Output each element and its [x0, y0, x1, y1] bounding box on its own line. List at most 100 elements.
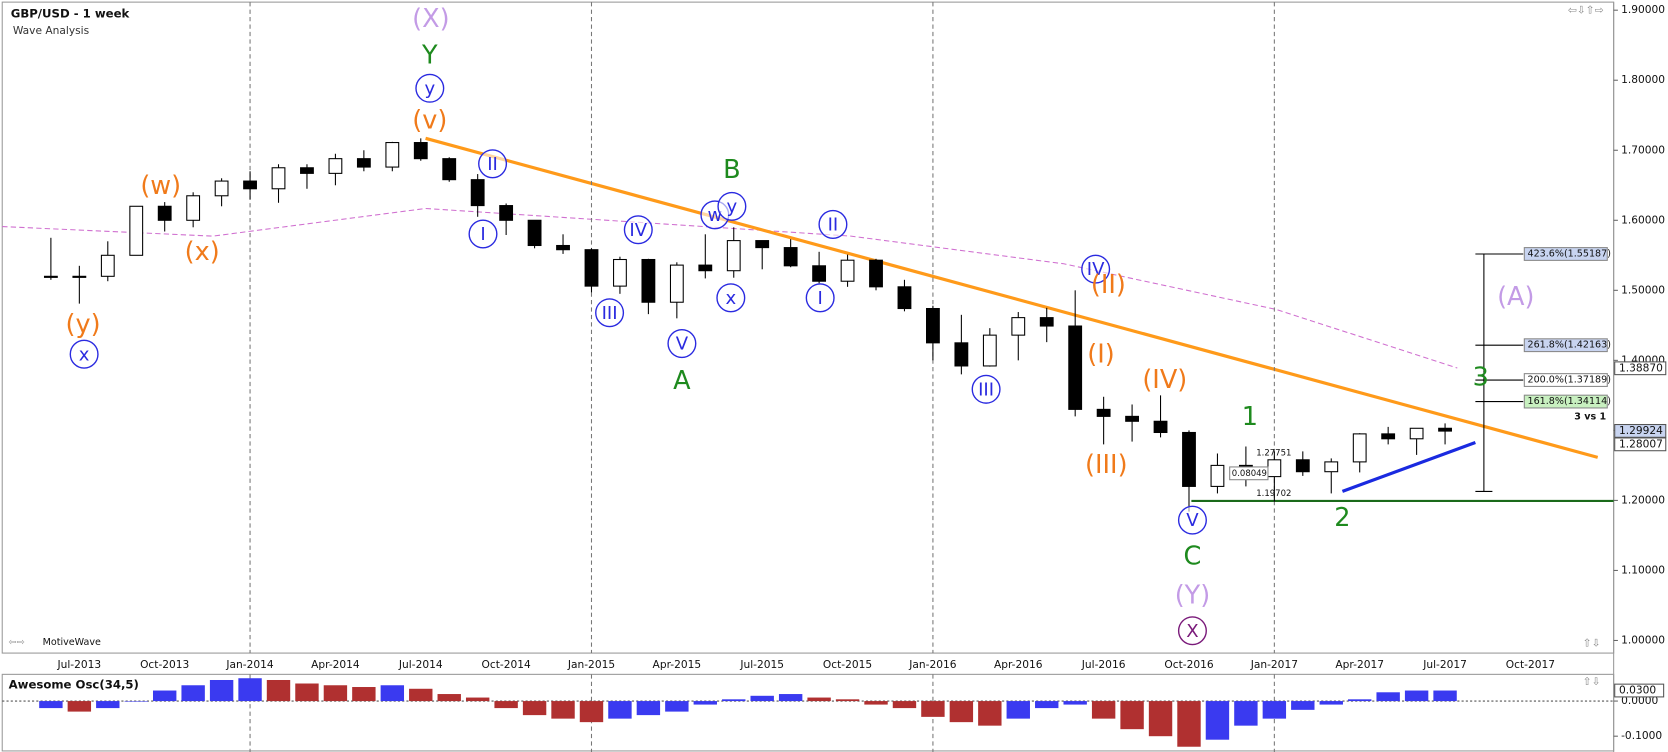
x-tick-label: Jul-2015 [739, 658, 784, 671]
candle-body [613, 258, 627, 287]
wave-label: I [480, 224, 485, 245]
wave-label: 1 [1242, 402, 1258, 432]
candle-body [869, 259, 883, 288]
oscillator-bar [494, 701, 518, 709]
wave-label: (w) [140, 171, 181, 201]
note: 0.08049 [1232, 469, 1267, 479]
oscillator-bar [409, 688, 433, 702]
candle-body [1125, 415, 1140, 422]
oscillator-bar [636, 701, 661, 716]
oscillator-bar [807, 697, 831, 702]
oscillator-bar [1148, 701, 1173, 737]
oscillator-bar [1177, 701, 1201, 747]
candle-body [470, 179, 485, 207]
x-tick-label: Oct-2016 [1164, 658, 1213, 671]
wave-circle [595, 298, 625, 328]
wave-circle [716, 283, 746, 313]
y-tick-label: 1.70000 [1621, 143, 1665, 156]
y-tick-label: 1.50000 [1621, 283, 1665, 296]
oscillator-bar [67, 701, 92, 712]
fib-label-box [1523, 373, 1608, 387]
y-tick-label: 1.60000 [1621, 213, 1665, 226]
candle-body [1438, 427, 1452, 432]
oscillator-bar [323, 685, 348, 702]
candle-body [1210, 464, 1225, 487]
window-controls[interactable]: ⇦⇩⇧⇨ [1568, 4, 1604, 17]
panel-controls[interactable]: ⇧⇩ [1583, 675, 1601, 688]
note: 1.27751 [1256, 449, 1291, 459]
wave-label: (II) [1091, 270, 1126, 300]
wave-label: (x) [185, 237, 220, 267]
x-tick-label: Jan-2014 [225, 658, 273, 671]
zoom-controls[interactable]: ⇧⇩ [1583, 637, 1601, 650]
x-tick-label: Oct-2014 [482, 658, 531, 671]
price-tag: 1.38870 [1619, 361, 1663, 374]
wave-label: (A) [1497, 282, 1534, 312]
oscillator-bar [608, 701, 632, 719]
oscillator-bar [693, 701, 717, 705]
oscillator-bar [921, 701, 945, 717]
x-tick-label: Jul-2016 [1081, 658, 1126, 671]
oscillator-bar [522, 701, 547, 716]
support-trendline [1341, 440, 1476, 493]
candle-body [783, 247, 798, 267]
chart-subtitle: Wave Analysis [13, 24, 90, 37]
wave-label: (y) [66, 309, 101, 339]
x-tick-label: Jul-2013 [56, 658, 101, 671]
candle-body [499, 205, 514, 221]
x-tick-label: Apr-2017 [1335, 658, 1384, 671]
oscillator-bar [835, 699, 860, 702]
current-value: 0.0300 [1619, 684, 1656, 697]
wave-label: III [978, 379, 994, 400]
candle-body [1324, 461, 1339, 473]
oscillator-bar [579, 701, 604, 723]
candle-body [243, 180, 257, 190]
candle-body [527, 219, 542, 247]
oscillator-bar [266, 679, 291, 702]
candle-body [1096, 408, 1111, 417]
x-tick-label: Jul-2017 [1422, 658, 1467, 671]
x-tick-label: Apr-2016 [994, 658, 1043, 671]
oscillator-bar [209, 679, 234, 702]
wave-label: A [673, 366, 691, 396]
candle-body [1039, 317, 1054, 327]
candle-body [897, 286, 912, 310]
candle-body [1068, 325, 1083, 410]
price-tag-box [1614, 361, 1667, 376]
wave-label: X [1186, 621, 1198, 642]
wave-label: II [828, 214, 839, 235]
wave-label: IV [629, 220, 647, 241]
candle-body [1352, 433, 1367, 463]
oscillator-bar [380, 685, 405, 702]
wave-label: Y [421, 40, 438, 70]
wave-label: III [602, 303, 618, 324]
x-tick-label: Apr-2014 [311, 658, 360, 671]
oscillator-bar [1262, 701, 1287, 719]
wave-label: 2 [1334, 503, 1350, 533]
oscillator-bar [1404, 690, 1429, 702]
wave-label: y [424, 78, 435, 99]
candle-body [100, 254, 115, 277]
wave-label: x [79, 344, 90, 365]
candle-body [129, 205, 144, 256]
wave-label: B [723, 155, 741, 185]
oscillator-bar [892, 701, 917, 709]
wave-circle [717, 191, 747, 221]
candle-body [1381, 433, 1396, 440]
candle-body [328, 158, 343, 174]
candle-body [926, 307, 940, 344]
wave-circle [818, 209, 848, 239]
wave-circle [1177, 505, 1207, 535]
candle-body [1182, 431, 1196, 487]
candle-body [271, 167, 286, 190]
candle-body [1409, 427, 1424, 440]
wave-label: (Y) [1175, 581, 1211, 611]
x-tick-label: Jul-2014 [398, 658, 443, 671]
wave-label: II [487, 154, 498, 175]
oscillator-bar [39, 701, 63, 709]
wave-circle [1177, 616, 1207, 646]
oscillator-bar [1063, 701, 1087, 705]
oscillator-bar [96, 701, 120, 709]
